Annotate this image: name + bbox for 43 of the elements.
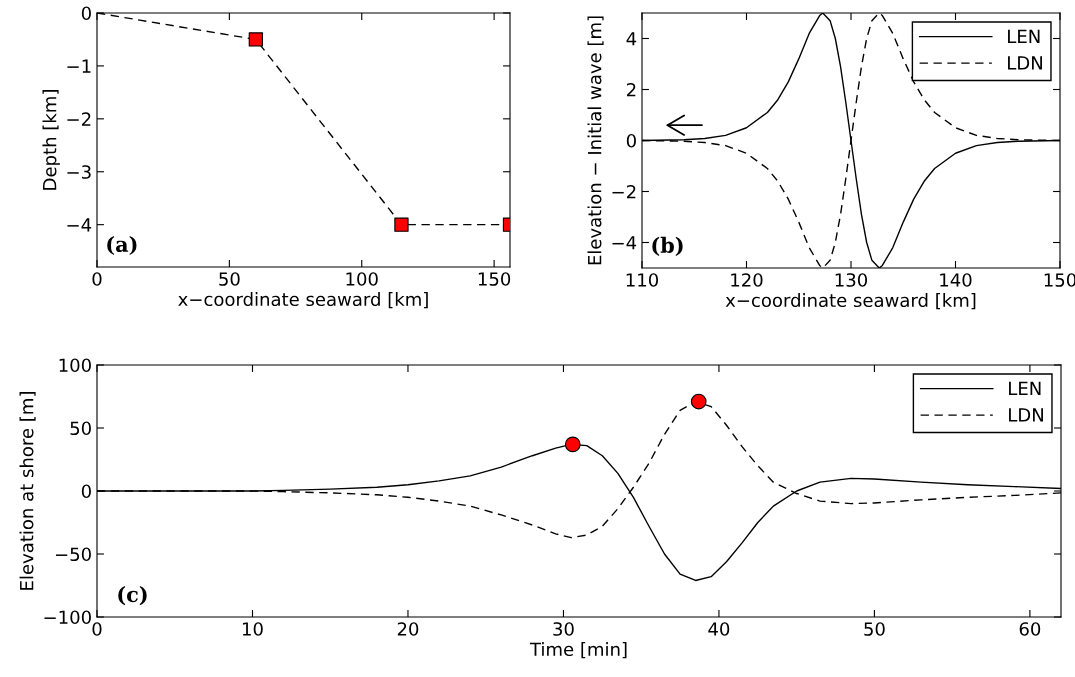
y-tick-label: 50 bbox=[70, 421, 91, 436]
y-tick-label: −4 bbox=[67, 218, 92, 232]
legend-label: LEN bbox=[1009, 381, 1041, 395]
x-tick-label: 110 bbox=[626, 273, 659, 287]
legend-label: LEN bbox=[1008, 29, 1040, 43]
x-tick-label: 30 bbox=[553, 622, 574, 636]
annotation: (b) bbox=[652, 236, 683, 256]
y-tick-label: −2 bbox=[67, 112, 91, 126]
y-tick-label: 0 bbox=[81, 6, 91, 21]
y-tick-label: 0 bbox=[626, 133, 636, 148]
y-tick-label: −50 bbox=[55, 547, 91, 562]
annotation: (c) bbox=[118, 586, 147, 606]
x-tick-label: 100 bbox=[346, 272, 378, 286]
x-tick-label: 0 bbox=[92, 272, 102, 286]
x-axis-title: x−coordinate seaward [km] bbox=[725, 293, 976, 310]
x-tick-label: 60 bbox=[1019, 622, 1041, 636]
annotation: (a) bbox=[107, 235, 137, 256]
x-tick-label: 130 bbox=[835, 273, 868, 287]
y-axis-title: Depth [km] bbox=[42, 90, 60, 190]
y-axis-title: Elevation − Initial wave [m] bbox=[587, 16, 604, 265]
y-tick-label: 2 bbox=[626, 82, 636, 97]
y-tick-label: 0 bbox=[81, 484, 91, 499]
x-tick-label: 140 bbox=[940, 273, 972, 287]
y-tick-label: −2 bbox=[612, 184, 636, 199]
x-tick-label: 40 bbox=[708, 622, 730, 636]
x-tick-label: 120 bbox=[731, 273, 763, 287]
y-tick-label: −3 bbox=[67, 165, 91, 179]
x-tick-label: 50 bbox=[219, 272, 240, 286]
x-axis-title: x−coordinate seaward [km] bbox=[178, 292, 428, 309]
legend-label: LDN bbox=[1008, 56, 1042, 70]
x-tick-label: 10 bbox=[242, 622, 263, 636]
x-tick-label: 50 bbox=[864, 622, 885, 636]
y-tick-label: −100 bbox=[44, 610, 91, 625]
x-tick-label: 20 bbox=[397, 622, 419, 636]
x-tick-label: 0 bbox=[92, 622, 102, 636]
x-axis-title: Time [min] bbox=[529, 642, 627, 659]
y-tick-label: −1 bbox=[67, 59, 91, 73]
y-axis-title: Elevation at shore [m] bbox=[19, 392, 36, 590]
legend-label: LDN bbox=[1009, 408, 1043, 422]
y-tick-label: 100 bbox=[59, 358, 91, 373]
y-tick-label: −4 bbox=[612, 236, 637, 250]
y-tick-label: 4 bbox=[626, 32, 637, 46]
x-tick-label: 150 bbox=[478, 272, 511, 286]
